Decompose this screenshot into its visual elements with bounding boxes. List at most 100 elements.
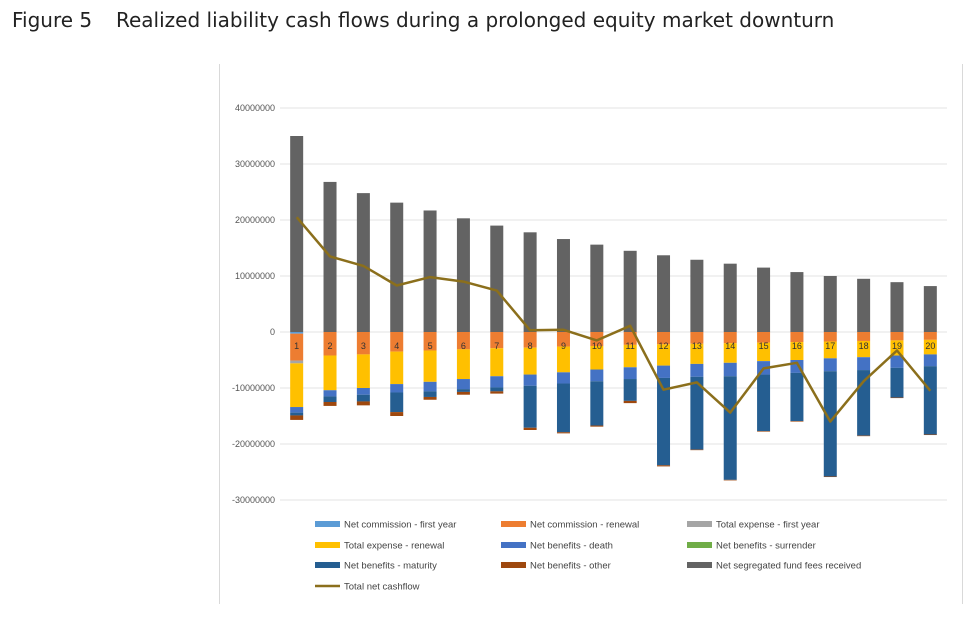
bar-segment-net-benefits-death-7 — [490, 376, 504, 388]
bar-segment-net-segregated-fund-fees-received-13 — [690, 259, 704, 332]
bar-segment-net-benefits-other-9 — [556, 432, 570, 434]
bar-segment-net-commission-renewal-2 — [323, 332, 337, 356]
bar-segment-net-benefits-maturity-4 — [390, 392, 404, 413]
legend-label: Net commission - renewal — [530, 520, 639, 531]
bar-segment-net-benefits-other-7 — [490, 391, 504, 394]
bar-segment-net-commission-renewal-3 — [356, 332, 370, 355]
bar-segment-net-commission-renewal-5 — [423, 332, 437, 351]
bar-segment-net-commission-renewal-16 — [790, 332, 804, 343]
bar-segment-net-segregated-fund-fees-received-20 — [923, 286, 937, 332]
bar-segment-net-benefits-other-18 — [857, 435, 871, 437]
bar-segment-total-expense-renewal-12 — [657, 344, 671, 366]
bar-segment-net-commission-renewal-7 — [490, 332, 504, 349]
bar-segment-net-benefits-death-4 — [390, 384, 404, 393]
legend-swatch — [687, 542, 712, 548]
bar-segment-net-benefits-other-5 — [423, 396, 437, 400]
bar-segment-net-segregated-fund-fees-received-10 — [590, 244, 604, 332]
bar-segment-net-segregated-fund-fees-received-18 — [857, 278, 871, 332]
bar-segment-net-benefits-other-11 — [623, 400, 637, 404]
bar-segment-net-benefits-other-3 — [356, 401, 370, 406]
category-label: 11 — [626, 341, 635, 351]
bar-segment-total-expense-renewal-11 — [623, 344, 637, 368]
bar-segment-net-benefits-death-8 — [523, 374, 537, 386]
bar-segment-total-expense-renewal-3 — [356, 354, 370, 388]
category-label: 4 — [394, 341, 399, 351]
bar-segment-net-benefits-other-6 — [456, 391, 470, 395]
bar-segment-net-benefits-death-1 — [290, 407, 304, 413]
y-tick-label: -10000000 — [232, 383, 275, 393]
category-label: 14 — [725, 341, 735, 351]
bar-segment-total-expense-renewal-7 — [490, 348, 504, 377]
bar-segment-net-segregated-fund-fees-received-8 — [523, 232, 537, 332]
bar-segment-net-commission-renewal-10 — [590, 332, 604, 346]
bar-segment-net-segregated-fund-fees-received-9 — [556, 239, 570, 332]
bar-segment-net-benefits-maturity-3 — [356, 394, 370, 402]
bar-segment-total-expense-renewal-8 — [523, 347, 537, 375]
legend-swatch — [501, 542, 526, 548]
category-label: 20 — [925, 341, 935, 351]
bar-segment-net-benefits-death-14 — [723, 362, 737, 377]
y-tick-label: 10000000 — [235, 271, 275, 281]
total-net-cashflow-line — [295, 216, 932, 423]
bar-segment-net-benefits-death-10 — [590, 369, 604, 382]
bar-segment-net-benefits-other-14 — [723, 479, 737, 481]
bar-segment-net-benefits-other-4 — [390, 412, 404, 416]
bar-segment-net-benefits-other-12 — [657, 465, 671, 467]
bar-segment-total-expense-renewal-4 — [390, 351, 404, 385]
legend-swatch — [501, 562, 526, 568]
legend-swatch — [687, 521, 712, 527]
bar-segment-net-benefits-death-5 — [423, 381, 437, 392]
bar-segment-total-expense-renewal-14 — [723, 343, 737, 363]
bar-segment-net-segregated-fund-fees-received-4 — [390, 202, 404, 332]
bar-segment-net-segregated-fund-fees-received-15 — [757, 267, 771, 332]
bar-segment-net-commission-renewal-20 — [923, 332, 937, 340]
bar-segment-net-benefits-death-13 — [690, 363, 704, 377]
bar-segment-net-benefits-other-19 — [890, 397, 904, 399]
bar-segment-net-commission-renewal-1 — [290, 333, 304, 361]
category-label: 9 — [561, 341, 566, 351]
bar-segment-net-benefits-maturity-1 — [290, 412, 304, 416]
legend-label: Total expense - renewal — [344, 541, 444, 552]
bar-segment-net-benefits-other-16 — [790, 421, 804, 422]
bar-segment-net-benefits-other-10 — [590, 425, 604, 427]
bar-segment-net-benefits-other-17 — [823, 476, 837, 478]
legend-label: Total expense - first year — [716, 520, 820, 531]
bar-segment-net-benefits-maturity-19 — [890, 367, 904, 398]
bar-segment-net-benefits-death-12 — [657, 365, 671, 378]
bar-segment-net-commission-renewal-17 — [823, 332, 837, 342]
bar-segment-net-commission-renewal-8 — [523, 332, 537, 348]
figure-heading: Figure 5 Realized liability cash flows du… — [12, 8, 834, 32]
bar-segment-net-benefits-other-8 — [523, 427, 537, 430]
bar-segment-net-benefits-death-2 — [323, 390, 337, 397]
legend-label: Net benefits - other — [530, 561, 611, 572]
bar-segment-net-benefits-death-19 — [890, 355, 904, 368]
bar-segment-net-segregated-fund-fees-received-5 — [423, 210, 437, 332]
legend-label: Total net cashflow — [344, 582, 420, 593]
bar-segment-total-expense-renewal-6 — [456, 349, 470, 380]
y-tick-label: 0 — [270, 327, 275, 337]
category-label: 13 — [692, 341, 702, 351]
category-label: 1 — [294, 341, 299, 351]
bar-segment-net-benefits-maturity-11 — [623, 379, 637, 401]
bar-segment-total-expense-renewal-9 — [556, 346, 570, 373]
category-label: 6 — [461, 341, 466, 351]
bar-segment-net-segregated-fund-fees-received-19 — [890, 282, 904, 332]
bar-segment-net-segregated-fund-fees-received-17 — [823, 276, 837, 332]
category-label: 18 — [859, 341, 869, 351]
bar-segment-net-benefits-other-13 — [690, 449, 704, 451]
bar-segment-total-expense-renewal-5 — [423, 350, 437, 382]
bar-segment-net-segregated-fund-fees-received-11 — [623, 250, 637, 332]
bar-segment-net-benefits-maturity-12 — [657, 377, 671, 466]
bar-segment-net-commission-renewal-9 — [556, 332, 570, 347]
legend-swatch — [315, 521, 340, 527]
legend-label: Net benefits - surrender — [716, 541, 816, 552]
bar-segment-net-benefits-other-20 — [923, 434, 937, 436]
bar-segment-total-expense-renewal-18 — [857, 340, 871, 358]
bar-segment-net-benefits-maturity-7 — [490, 387, 504, 392]
bar-segment-total-expense-renewal-13 — [690, 343, 704, 364]
legend-label: Net commission - first year — [344, 520, 456, 531]
category-label: 5 — [428, 341, 433, 351]
bar-segment-net-benefits-death-20 — [923, 354, 937, 367]
category-label: 19 — [892, 341, 902, 351]
category-label: 15 — [759, 341, 769, 351]
